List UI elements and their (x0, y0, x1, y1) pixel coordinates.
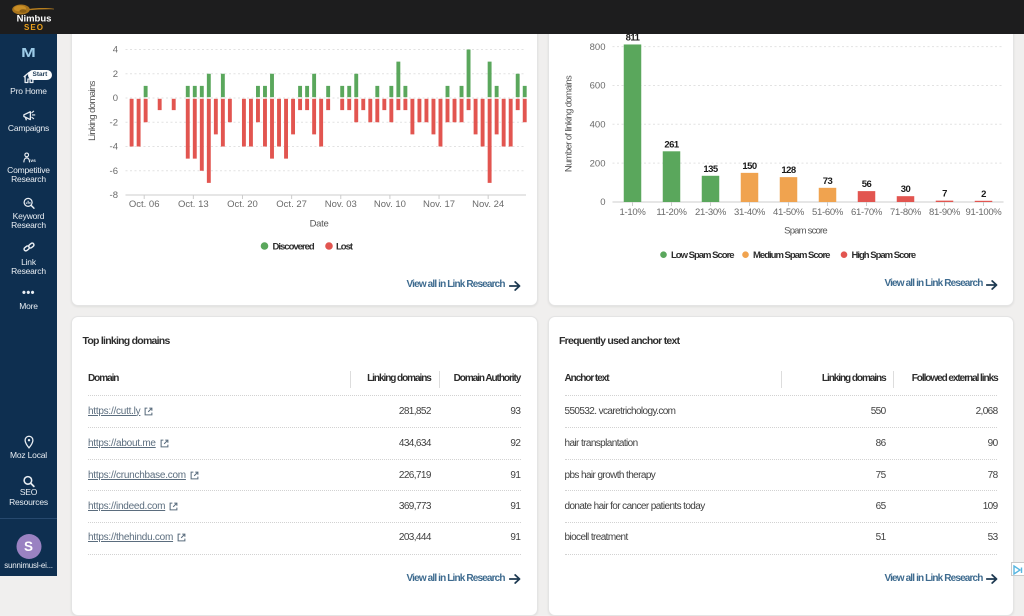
svg-text:Lost: Lost (336, 242, 354, 253)
svg-text:Number of linking domains: Number of linking domains (563, 75, 574, 172)
svg-text:0: 0 (600, 197, 605, 208)
svg-text:Linking domains: Linking domains (87, 80, 98, 141)
svg-text:High Spam Score: High Spam Score (851, 250, 915, 261)
svg-text:Nov. 24: Nov. 24 (472, 199, 504, 210)
svg-text:Oct. 27: Oct. 27 (276, 199, 307, 210)
svg-text:61-70%: 61-70% (851, 207, 883, 218)
svg-text:Date: Date (310, 219, 329, 230)
svg-text:800: 800 (589, 42, 605, 53)
svg-text:0: 0 (113, 93, 118, 104)
svg-text:1-10%: 1-10% (619, 207, 646, 218)
svg-text:-2: -2 (110, 117, 118, 128)
svg-text:400: 400 (589, 120, 605, 131)
svg-text:73: 73 (822, 176, 832, 187)
svg-text:4: 4 (113, 45, 118, 56)
svg-text:Nov. 17: Nov. 17 (423, 199, 455, 210)
svg-text:41-50%: 41-50% (773, 207, 805, 218)
svg-text:Discovered: Discovered (273, 242, 315, 253)
svg-text:200: 200 (589, 158, 605, 169)
svg-text:Oct. 13: Oct. 13 (178, 199, 209, 210)
svg-text:Spam score: Spam score (784, 226, 827, 237)
svg-text:51-60%: 51-60% (812, 207, 844, 218)
svg-text:11-20%: 11-20% (656, 207, 687, 218)
svg-text:vs: vs (30, 159, 36, 163)
svg-text:SEO: SEO (24, 23, 44, 32)
svg-text:135: 135 (703, 164, 719, 175)
svg-text:21-30%: 21-30% (695, 207, 727, 218)
svg-text:31-40%: 31-40% (734, 207, 766, 218)
svg-text:-6: -6 (110, 166, 118, 177)
svg-text:7: 7 (942, 189, 947, 200)
svg-text:-8: -8 (110, 190, 118, 201)
svg-text:811: 811 (625, 32, 640, 43)
svg-text:81-90%: 81-90% (929, 207, 961, 218)
svg-text:-4: -4 (110, 142, 118, 153)
svg-text:56: 56 (861, 179, 871, 190)
svg-text:600: 600 (589, 81, 605, 92)
svg-text:30: 30 (900, 184, 910, 195)
svg-text:Nimbus: Nimbus (17, 14, 52, 25)
svg-text:71-80%: 71-80% (890, 207, 922, 218)
svg-text:128: 128 (781, 165, 796, 176)
svg-text:261: 261 (664, 139, 680, 150)
svg-text:2: 2 (981, 189, 986, 200)
svg-text:91-100%: 91-100% (965, 207, 1002, 218)
svg-text:Oct. 06: Oct. 06 (129, 199, 160, 210)
svg-text:Low Spam Score: Low Spam Score (671, 250, 734, 261)
svg-text:Medium Spam Score: Medium Spam Score (753, 250, 830, 261)
svg-text:2: 2 (113, 69, 118, 80)
svg-text:Oct. 20: Oct. 20 (227, 199, 258, 210)
svg-text:150: 150 (742, 161, 757, 172)
svg-text:Nov. 10: Nov. 10 (374, 199, 406, 210)
svg-text:Nov. 03: Nov. 03 (325, 199, 357, 210)
